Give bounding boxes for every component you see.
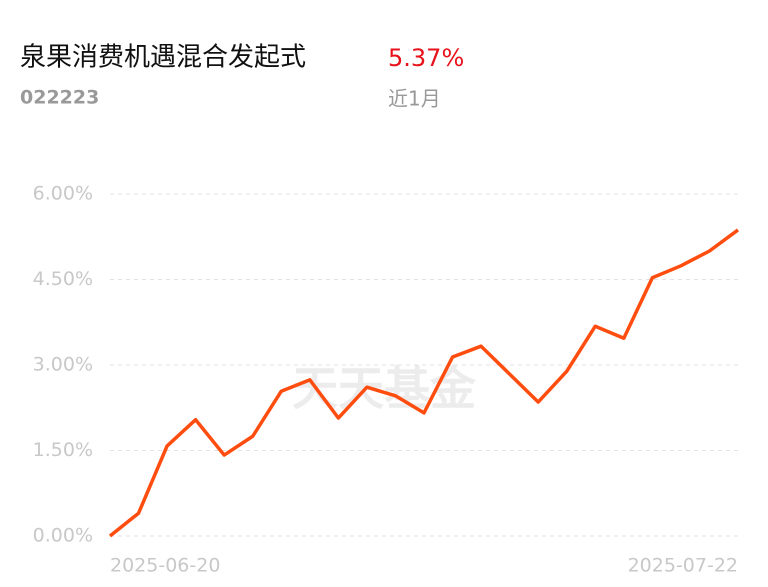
y-tick-label: 1.50%	[33, 439, 93, 461]
x-tick-label: 2025-07-22	[628, 555, 738, 577]
fund-code: 022223	[20, 87, 99, 109]
period: 近1月	[388, 87, 441, 111]
y-tick-label: 6.00%	[33, 183, 93, 205]
chart-title: 泉果消费机遇混合发起式	[20, 43, 306, 73]
y-tick-label: 3.00%	[33, 354, 93, 376]
x-tick-label: 2025-06-20	[110, 555, 220, 577]
watermark: 天天基金	[292, 362, 477, 416]
return-label: 5.37%	[388, 44, 464, 72]
y-tick-label: 4.50%	[33, 268, 93, 290]
y-tick-label: 0.00%	[33, 525, 93, 547]
line	[108, 228, 740, 538]
